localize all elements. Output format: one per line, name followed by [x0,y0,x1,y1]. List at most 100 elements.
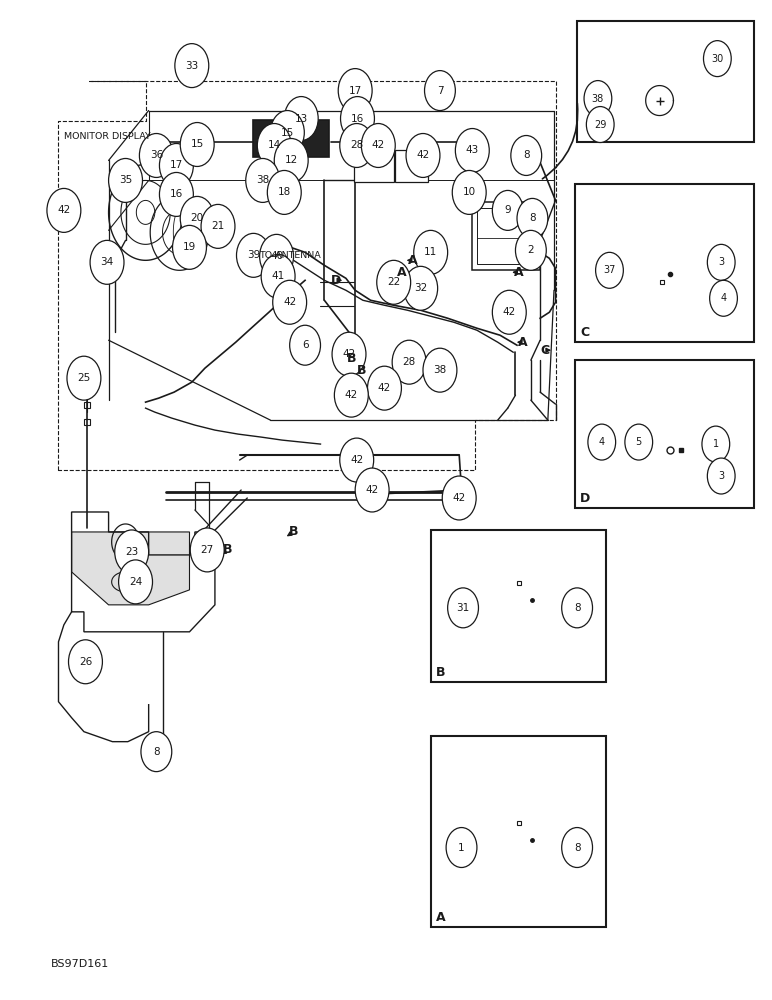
Circle shape [414,230,448,274]
Circle shape [290,325,320,365]
Circle shape [340,124,374,167]
Text: B: B [223,543,233,556]
Text: D: D [581,492,591,505]
Text: 4: 4 [599,437,604,447]
Text: 28: 28 [402,357,416,367]
Circle shape [67,356,101,400]
Circle shape [406,134,440,177]
Circle shape [172,225,206,269]
Circle shape [160,143,193,187]
Text: 42: 42 [365,485,379,495]
Circle shape [446,828,477,867]
Circle shape [273,280,306,324]
Text: 31: 31 [456,603,469,613]
Circle shape [355,468,389,512]
Circle shape [332,332,366,376]
Text: 23: 23 [125,547,138,557]
Text: BS97D161: BS97D161 [51,959,109,969]
Text: 8: 8 [574,603,581,613]
Circle shape [703,41,731,77]
Text: 35: 35 [119,175,132,185]
Text: 28: 28 [350,140,364,150]
Text: B: B [347,352,356,365]
Circle shape [442,476,476,520]
Circle shape [180,196,214,240]
Bar [575,184,753,342]
Text: 38: 38 [433,365,446,375]
Bar [395,150,428,182]
Text: 12: 12 [285,155,298,165]
Text: 17: 17 [170,160,183,170]
Circle shape [455,129,489,172]
Circle shape [367,366,401,410]
Text: 42: 42 [350,455,364,465]
Circle shape [270,111,304,154]
Text: 34: 34 [100,257,113,267]
Text: 15: 15 [191,139,204,149]
Circle shape [707,458,735,494]
Circle shape [377,260,411,304]
Text: A: A [436,911,445,924]
Text: A: A [518,336,528,349]
Text: 30: 30 [711,54,723,64]
Circle shape [90,240,124,284]
Bar [477,208,536,264]
Circle shape [115,530,149,574]
Circle shape [201,204,235,248]
Circle shape [452,170,486,214]
Circle shape [511,136,542,175]
Circle shape [425,71,455,111]
Text: 22: 22 [387,277,401,287]
Text: B: B [357,364,366,377]
Bar [253,120,329,157]
Text: 3: 3 [718,471,724,481]
Text: 32: 32 [414,283,428,293]
Circle shape [516,230,547,270]
Text: TO ANTENNA: TO ANTENNA [259,251,320,260]
Bar [354,150,394,182]
Circle shape [47,188,81,232]
Text: 38: 38 [256,175,269,185]
Text: 42: 42 [378,383,391,393]
Text: 11: 11 [424,247,437,257]
Circle shape [562,588,593,628]
Text: 37: 37 [603,265,615,275]
Bar [575,360,753,508]
Text: 9: 9 [504,205,511,215]
Text: 42: 42 [452,493,466,503]
Bar [431,530,606,682]
Text: 16: 16 [170,189,183,199]
Circle shape [625,424,652,460]
Text: 10: 10 [462,187,476,197]
Circle shape [423,348,457,392]
Circle shape [259,234,293,278]
Circle shape [707,244,735,280]
Circle shape [517,198,548,238]
Text: 8: 8 [523,150,530,160]
Bar [577,21,754,142]
Text: 19: 19 [183,242,196,252]
Text: 43: 43 [466,145,479,155]
Text: B: B [436,666,445,679]
Text: 25: 25 [77,373,90,383]
Text: 8: 8 [153,747,160,757]
Circle shape [493,190,523,230]
Text: 42: 42 [57,205,70,215]
Text: 2: 2 [527,245,534,255]
Text: MONITOR DISPLAY: MONITOR DISPLAY [64,132,151,141]
Text: 38: 38 [592,94,604,104]
Circle shape [245,158,279,202]
Text: 8: 8 [529,213,536,223]
Text: 27: 27 [201,545,214,555]
Text: 20: 20 [191,213,204,223]
Circle shape [562,828,593,867]
Circle shape [361,124,395,167]
Text: 40: 40 [270,251,283,261]
Text: 24: 24 [129,577,142,587]
Circle shape [338,69,372,113]
Text: C: C [581,326,589,339]
Text: 8: 8 [574,843,581,853]
Text: 5: 5 [635,437,642,447]
FancyArrowPatch shape [543,103,577,179]
Text: C: C [540,344,550,357]
